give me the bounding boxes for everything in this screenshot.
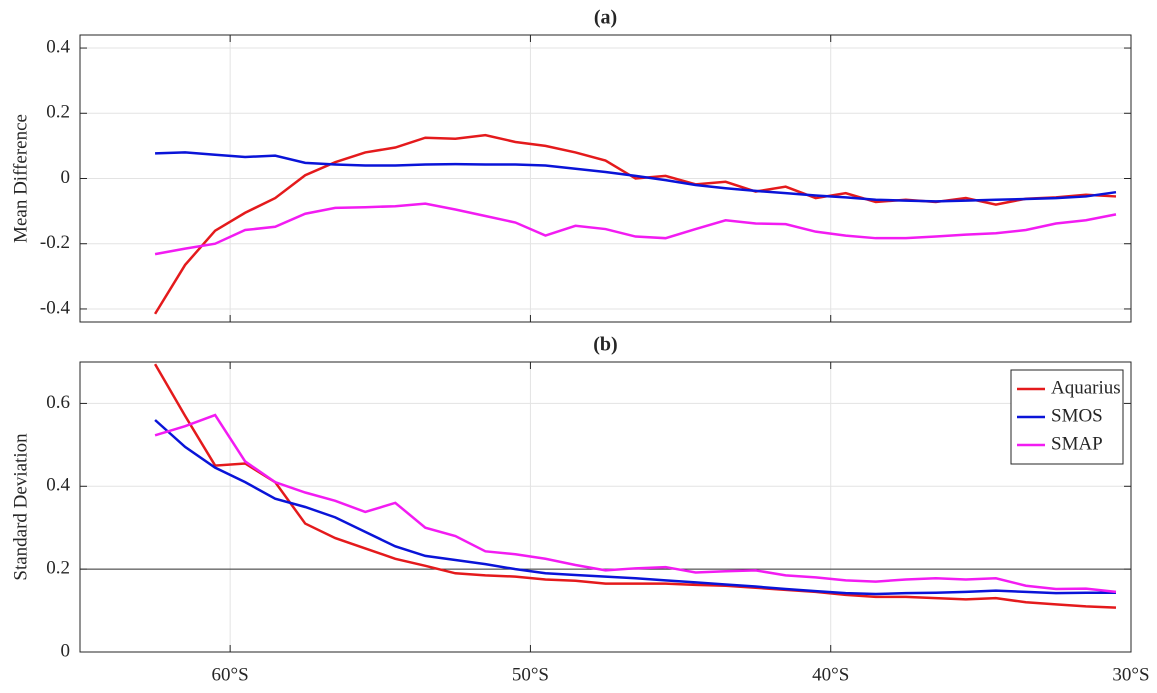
series-line: [153, 363, 1117, 609]
y-tick-label: 0.6: [46, 392, 70, 413]
legend-label: SMOS: [1051, 405, 1103, 426]
y-tick-label: 0: [61, 167, 71, 188]
legend-label: SMAP: [1051, 433, 1103, 454]
y-tick-label: -0.4: [40, 297, 71, 318]
y-tick-label: 0.4: [46, 36, 70, 57]
series-line: [155, 151, 1117, 203]
y-tick-label: 0.2: [46, 102, 70, 123]
y-tick-label: 0.2: [46, 558, 70, 579]
chart-title: (a): [594, 7, 617, 29]
plot-area: [80, 362, 1131, 652]
series-line: [154, 202, 1117, 256]
x-tick-label: 50°S: [512, 664, 549, 685]
y-tick-label: 0.4: [46, 475, 70, 496]
x-tick-label: 40°S: [812, 664, 849, 685]
axes-box: [79, 34, 1132, 323]
x-tick-label: 60°S: [212, 664, 249, 685]
y-tick-label: -0.2: [40, 232, 70, 253]
chart-title: (b): [593, 334, 617, 356]
series-line: [154, 133, 1117, 315]
axes-box: [79, 361, 1132, 653]
series-line: [154, 419, 1116, 596]
y-axis-label: Standard Deviation: [10, 433, 31, 581]
legend-label: Aquarius: [1051, 377, 1121, 398]
x-tick-label: 30°S: [1112, 664, 1149, 685]
y-axis-label: Mean Difference: [10, 114, 31, 243]
series-line: [154, 413, 1117, 594]
y-tick-label: 0: [61, 640, 71, 661]
